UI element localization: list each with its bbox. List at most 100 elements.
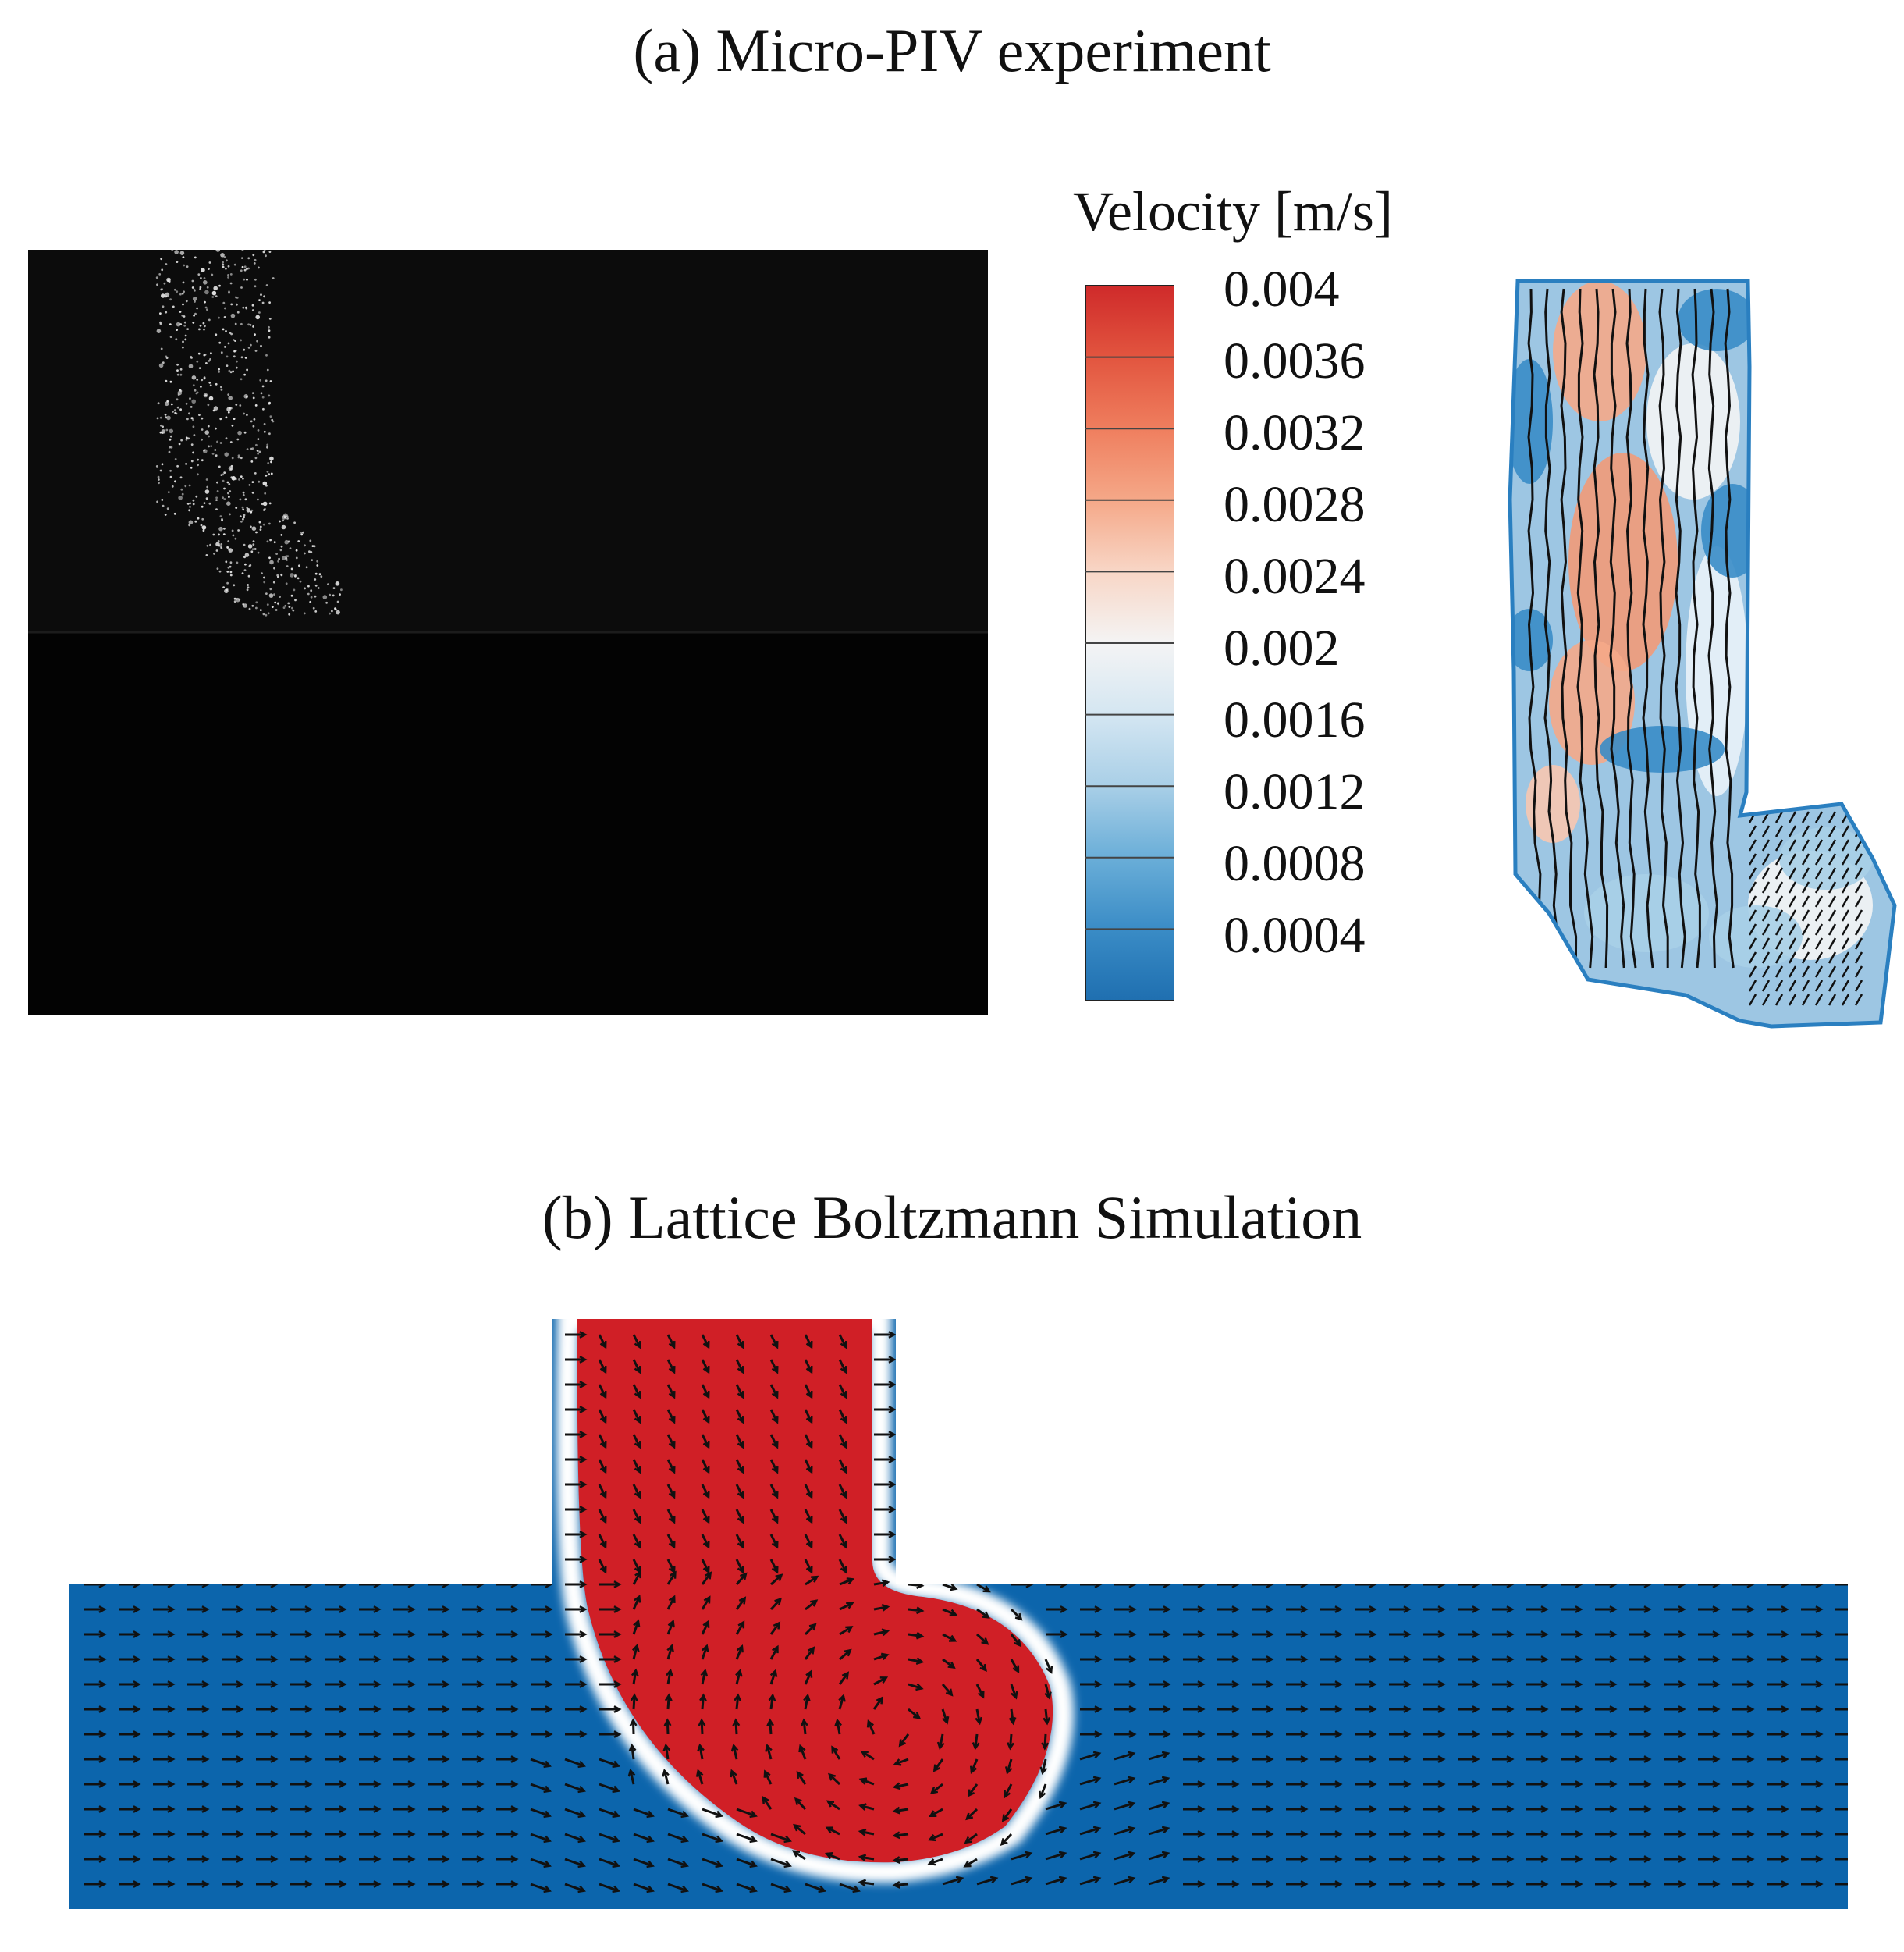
lbm-vector-arrowhead: [1092, 1826, 1102, 1834]
tracer-particle: [200, 386, 202, 388]
lbm-velocity-vector: [598, 1434, 607, 1448]
tracer-particle: [162, 504, 165, 507]
lbm-vector-arrowhead: [888, 1506, 897, 1513]
lbm-velocity-vector: [804, 1384, 813, 1398]
piv-velocity-vector: [1748, 951, 1757, 964]
lbm-vector-arrowhead: [599, 1391, 607, 1399]
lbm-vector-arrowhead: [668, 1516, 676, 1524]
lbm-vector-arrowhead: [1231, 1880, 1240, 1888]
tracer-particle: [211, 290, 217, 296]
tracer-particle: [327, 583, 329, 585]
lbm-vector-arrowhead: [579, 1556, 588, 1563]
lbm-velocity-vector: [701, 1621, 709, 1635]
lbm-vector-arrowhead: [442, 1630, 450, 1638]
lbm-velocity-vector: [769, 1334, 779, 1348]
piv-velocity-vector: [1801, 853, 1810, 866]
lbm-vector-arrowhead: [1334, 1655, 1343, 1663]
tracer-particle: [191, 279, 194, 283]
lbm-velocity-vector: [735, 1459, 744, 1473]
piv-velocity-vector: [1788, 951, 1797, 964]
lbm-vector-arrowhead: [98, 1855, 107, 1863]
tracer-particle: [193, 314, 196, 317]
piv-velocity-vector: [1841, 881, 1850, 894]
lbm-velocity-vector: [839, 1649, 851, 1661]
tracer-particle: [227, 265, 230, 268]
lbm-velocity-vector: [769, 1434, 779, 1448]
piv-velocity-vector: [1854, 895, 1863, 908]
tracer-particle: [254, 404, 258, 407]
tracer-particle: [190, 443, 194, 446]
lbm-velocity-vector: [769, 1622, 780, 1635]
tracer-particle: [241, 248, 244, 251]
lbm-vector-arrowhead: [442, 1805, 450, 1813]
piv-velocity-vector: [1748, 980, 1757, 992]
lbm-vector-arrowhead: [1334, 1880, 1343, 1888]
lbm-velocity-vector: [701, 1596, 711, 1610]
piv-velocity-vector: [1828, 881, 1837, 894]
lbm-vector-arrowhead: [1678, 1630, 1686, 1638]
tracer-particle: [174, 250, 179, 254]
tracer-particle: [263, 248, 266, 251]
lbm-velocity-vector: [701, 1645, 709, 1660]
lbm-vector-arrowhead: [1163, 1605, 1171, 1613]
tracer-particle: [196, 379, 199, 381]
lbm-vector-arrowhead: [662, 1769, 670, 1777]
lbm-vector-arrowhead: [270, 1605, 279, 1613]
tracer-particle: [257, 429, 260, 432]
tracer-particle: [208, 396, 214, 401]
tracer-particle: [229, 282, 233, 285]
piv-velocity-vector: [1841, 909, 1850, 922]
lbm-velocity-vector: [805, 1575, 818, 1586]
tracer-particle: [208, 360, 211, 362]
lbm-vector-arrowhead: [762, 1795, 769, 1804]
lbm-velocity-vector: [975, 1708, 981, 1723]
lbm-vector-arrowhead: [1643, 1855, 1652, 1863]
lbm-vector-arrowhead: [1643, 1805, 1652, 1813]
tracer-particle: [235, 366, 238, 369]
tracer-particle: [191, 399, 196, 404]
tracer-particle: [245, 307, 248, 310]
tracer-particle: [204, 430, 209, 435]
tracer-particle: [246, 278, 248, 281]
lbm-vector-arrowhead: [1163, 1730, 1171, 1738]
lbm-velocity-vector: [701, 1670, 707, 1685]
tracer-particle: [208, 381, 211, 384]
lbm-vector-arrowhead: [737, 1416, 744, 1424]
piv-velocity-vector: [1774, 895, 1784, 908]
colorbar-label: 0.0024: [1224, 548, 1366, 605]
tracer-particle: [179, 373, 183, 376]
piv-velocity-vector: [1761, 980, 1771, 992]
tracer-particle: [242, 477, 244, 480]
lbm-vector-arrowhead: [824, 1851, 833, 1860]
lbm-vector-arrowhead: [771, 1391, 779, 1399]
lbm-vector-arrowhead: [1403, 1880, 1412, 1888]
lbm-vector-arrowhead: [818, 1885, 826, 1893]
lbm-vector-arrowhead: [663, 1718, 672, 1726]
tracer-particle: [285, 555, 288, 557]
tracer-particle: [223, 527, 226, 530]
tracer-particle: [226, 355, 229, 358]
lbm-vector-arrowhead: [1011, 1691, 1018, 1700]
tracer-particle: [188, 524, 191, 527]
lbm-velocity-vector: [893, 1858, 909, 1862]
lbm-vector-arrowhead: [612, 1885, 620, 1893]
tracer-particle: [238, 598, 241, 601]
lbm-velocity-vector: [968, 1783, 979, 1797]
lbm-vector-arrowhead: [732, 1718, 741, 1726]
lbm-vector-arrowhead: [702, 1366, 710, 1374]
tracer-particle: [279, 520, 281, 523]
lbm-vector-arrowhead: [339, 1855, 347, 1863]
lbm-velocity-vector: [804, 1559, 813, 1573]
tracer-particle: [269, 560, 274, 565]
piv-velocity-vector: [1801, 937, 1810, 950]
tracer-particle: [183, 315, 186, 318]
tracer-particle: [310, 596, 313, 599]
lbm-velocity-vector: [666, 1359, 676, 1373]
lbm-vector-arrowhead: [668, 1491, 676, 1499]
lbm-vector-arrowhead: [1300, 1805, 1309, 1813]
lbm-vector-arrowhead: [805, 1466, 813, 1474]
lbm-vector-arrowhead: [167, 1605, 176, 1613]
lbm-velocity-vector: [828, 1773, 841, 1786]
lbm-vector-arrowhead: [1058, 1801, 1067, 1809]
lbm-vector-arrowhead: [969, 1765, 978, 1775]
